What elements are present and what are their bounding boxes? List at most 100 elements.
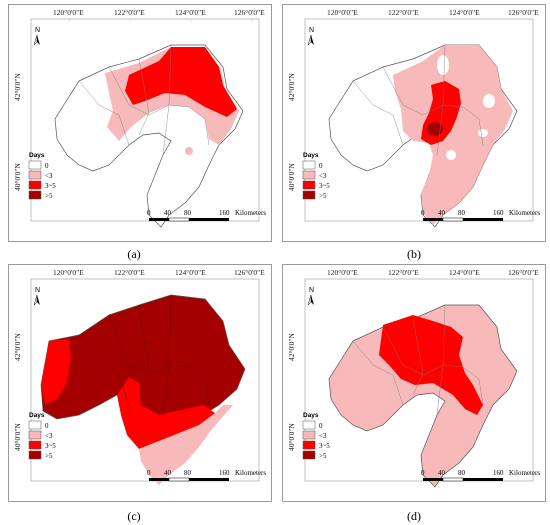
scale-bar: 0 40 80 160 Kilometers bbox=[147, 209, 266, 222]
lon-label: 120°0'0"E bbox=[53, 268, 84, 277]
panel-caption: (c) bbox=[127, 509, 141, 523]
svg-text:<3: <3 bbox=[45, 172, 53, 180]
region-3to5 bbox=[125, 47, 237, 117]
svg-text:80: 80 bbox=[458, 209, 466, 217]
region-3to5 bbox=[379, 315, 483, 415]
svg-text:Kilometers: Kilometers bbox=[235, 209, 266, 217]
svg-text:40: 40 bbox=[164, 209, 172, 217]
scale-bar: 0 40 80 160 Kilometers bbox=[421, 469, 540, 482]
graticule bbox=[68, 19, 253, 23]
svg-text:Days: Days bbox=[29, 152, 45, 159]
lat-label: 40°0'0"N bbox=[287, 163, 296, 191]
panel-caption: (b) bbox=[407, 247, 421, 261]
region-3to5 bbox=[41, 339, 71, 405]
svg-text:40: 40 bbox=[164, 469, 172, 477]
scale-bar: 0 40 80 160 Kilometers bbox=[421, 209, 540, 222]
svg-text:0: 0 bbox=[319, 162, 323, 170]
svg-text:40: 40 bbox=[438, 469, 446, 477]
lon-label: 124°0'0"E bbox=[449, 268, 480, 277]
legend: Days 0 <3 3~5 >5 bbox=[302, 412, 330, 460]
lon-label: 122°0'0"E bbox=[388, 8, 419, 17]
lat-label: 40°0'0"N bbox=[13, 163, 22, 191]
svg-text:Kilometers: Kilometers bbox=[509, 209, 540, 217]
lon-label: 124°0'0"E bbox=[175, 268, 206, 277]
svg-text:>5: >5 bbox=[319, 192, 327, 200]
svg-text:0: 0 bbox=[45, 422, 49, 430]
map-panel-a: 120°0'0"E 122°0'0"E 124°0'0"E 126°0'0"E … bbox=[8, 4, 272, 242]
map-svg-d: 120°0'0"E 122°0'0"E 124°0'0"E 126°0'0"E … bbox=[287, 268, 540, 488]
map-svg-b: 120°0'0"E 122°0'0"E 124°0'0"E 126°0'0"E … bbox=[287, 8, 540, 228]
map-panel-b: 120°0'0"E 122°0'0"E 124°0'0"E 126°0'0"E … bbox=[282, 4, 546, 242]
lon-label: 126°0'0"E bbox=[234, 8, 265, 17]
svg-text:N: N bbox=[309, 287, 314, 294]
svg-text:N: N bbox=[35, 27, 40, 34]
lat-label: 42°0'0"N bbox=[287, 333, 296, 361]
svg-text:3~5: 3~5 bbox=[319, 442, 330, 450]
svg-text:>5: >5 bbox=[45, 192, 53, 200]
lon-label: 124°0'0"E bbox=[175, 8, 206, 17]
svg-text:<3: <3 bbox=[319, 172, 327, 180]
svg-text:Days: Days bbox=[29, 412, 45, 419]
lon-label: 120°0'0"E bbox=[53, 8, 84, 17]
svg-text:<3: <3 bbox=[45, 432, 53, 440]
county-borders bbox=[78, 44, 210, 156]
panel-caption: (d) bbox=[407, 509, 421, 523]
svg-text:Days: Days bbox=[303, 412, 319, 419]
lat-label: 42°0'0"N bbox=[13, 73, 22, 101]
lon-label: 124°0'0"E bbox=[449, 8, 480, 17]
lat-label: 42°0'0"N bbox=[13, 333, 22, 361]
panel-caption: (a) bbox=[127, 247, 141, 261]
legend: Days 0 <3 3~5 >5 bbox=[28, 412, 56, 460]
lon-label: 122°0'0"E bbox=[114, 268, 145, 277]
map-svg-a: 120°0'0"E 122°0'0"E 124°0'0"E 126°0'0"E … bbox=[13, 8, 266, 228]
scale-bar: 0 40 80 160 Kilometers bbox=[147, 469, 266, 482]
svg-text:<3: <3 bbox=[319, 432, 327, 440]
lat-label: 40°0'0"N bbox=[13, 423, 22, 451]
svg-text:40: 40 bbox=[438, 209, 446, 217]
svg-text:3~5: 3~5 bbox=[319, 182, 330, 190]
county-borders bbox=[352, 44, 484, 156]
svg-text:160: 160 bbox=[219, 469, 230, 477]
svg-text:Days: Days bbox=[303, 152, 319, 159]
svg-text:N: N bbox=[35, 287, 40, 294]
map-svg-c: 120°0'0"E 122°0'0"E 124°0'0"E 126°0'0"E … bbox=[13, 268, 266, 485]
north-arrow-icon: N bbox=[33, 287, 40, 306]
svg-text:80: 80 bbox=[458, 469, 466, 477]
map-panel-c: 120°0'0"E 122°0'0"E 124°0'0"E 126°0'0"E … bbox=[8, 264, 272, 502]
lon-label: 126°0'0"E bbox=[508, 8, 539, 17]
lat-label: 42°0'0"N bbox=[287, 73, 296, 101]
svg-text:160: 160 bbox=[493, 209, 504, 217]
svg-text:0: 0 bbox=[147, 469, 151, 477]
svg-text:0: 0 bbox=[319, 422, 323, 430]
svg-text:>5: >5 bbox=[45, 452, 53, 460]
lon-label: 120°0'0"E bbox=[327, 268, 358, 277]
region-lt3 bbox=[139, 405, 233, 485]
lon-label: 120°0'0"E bbox=[327, 8, 358, 17]
svg-text:80: 80 bbox=[184, 469, 192, 477]
lat-label: 40°0'0"N bbox=[287, 423, 296, 451]
svg-text:160: 160 bbox=[219, 209, 230, 217]
lon-label: 126°0'0"E bbox=[508, 268, 539, 277]
svg-text:0: 0 bbox=[147, 209, 151, 217]
svg-text:>5: >5 bbox=[319, 452, 327, 460]
north-arrow-icon: N bbox=[33, 27, 40, 46]
svg-text:0: 0 bbox=[45, 162, 49, 170]
region-gt5 bbox=[427, 122, 443, 136]
svg-text:3~5: 3~5 bbox=[45, 182, 56, 190]
svg-text:80: 80 bbox=[184, 209, 192, 217]
county-borders bbox=[352, 304, 484, 416]
region-lt3 bbox=[328, 304, 518, 488]
svg-text:0: 0 bbox=[421, 209, 425, 217]
region-lt3 bbox=[393, 45, 513, 225]
map-panel-d: 120°0'0"E 122°0'0"E 124°0'0"E 126°0'0"E … bbox=[282, 264, 546, 502]
lon-label: 126°0'0"E bbox=[234, 268, 265, 277]
lon-label: 122°0'0"E bbox=[114, 8, 145, 17]
legend: Days 0 <3 3~5 >5 bbox=[302, 152, 330, 200]
svg-text:N: N bbox=[309, 27, 314, 34]
svg-text:160: 160 bbox=[493, 469, 504, 477]
north-arrow-icon: N bbox=[307, 287, 314, 306]
svg-text:0: 0 bbox=[421, 469, 425, 477]
no-event-patches bbox=[437, 55, 495, 160]
svg-text:3~5: 3~5 bbox=[45, 442, 56, 450]
county-borders bbox=[78, 294, 210, 416]
